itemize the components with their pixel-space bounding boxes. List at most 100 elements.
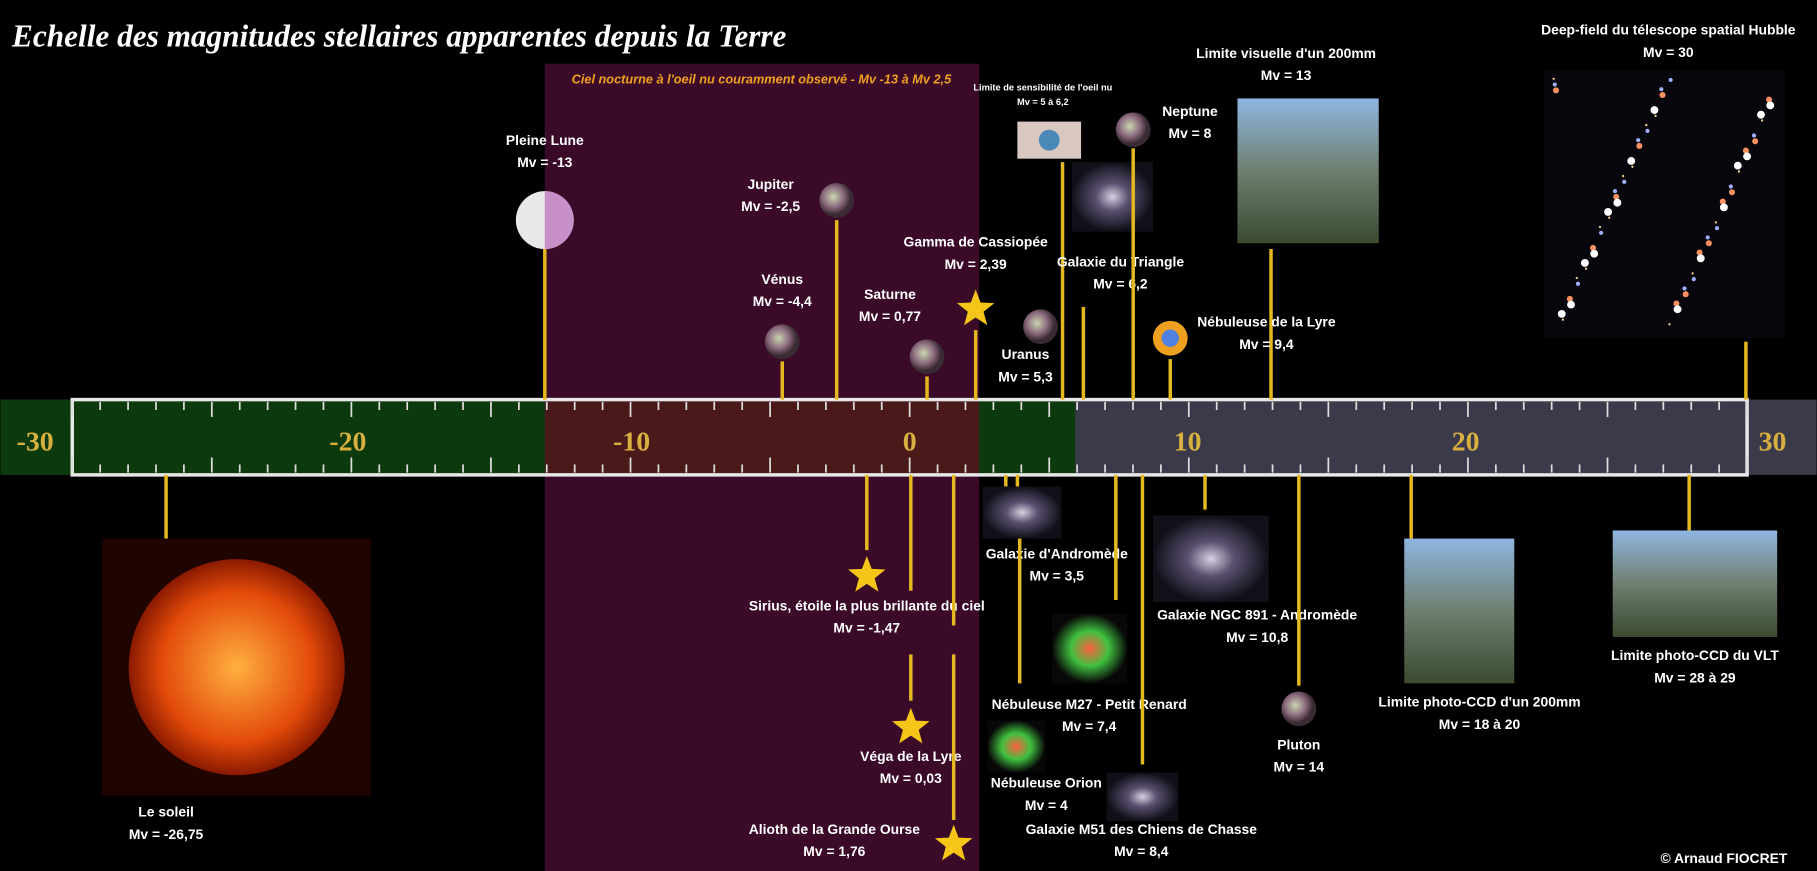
credit: © Arnaud FIOCRET [1660, 850, 1787, 866]
object-magnitude: Mv = 5,3 [998, 368, 1053, 384]
object-magnitude: Mv = -4,4 [753, 293, 812, 309]
deep-field-galaxy [1752, 133, 1756, 137]
deep-field-galaxy [1627, 157, 1635, 165]
planet-icon [819, 183, 854, 218]
deep-field-galaxy [1706, 240, 1712, 246]
deep-field-galaxy [1674, 305, 1682, 313]
object-magnitude: Mv = 8 [1169, 125, 1212, 141]
galaxy-photo [983, 486, 1062, 538]
deep-field-galaxy [1761, 119, 1763, 121]
deep-field-galaxy [1738, 170, 1740, 172]
deep-field-galaxy [1697, 254, 1705, 262]
telescope-photo [1237, 98, 1378, 243]
deep-field-galaxy [1622, 175, 1624, 177]
object-magnitude: Mv = -13 [517, 154, 572, 170]
scale-label: 0 [903, 427, 917, 458]
object-name: Galaxie NGC 891 - Andromède [1157, 607, 1357, 623]
eye-iris [1039, 130, 1060, 151]
galaxy-photo [1153, 515, 1269, 602]
object-magnitude: Mv = 9,4 [1239, 336, 1294, 352]
deep-field-galaxy [1654, 115, 1656, 117]
object-magnitude: Mv = 1,76 [803, 843, 865, 859]
deep-field-galaxy [1599, 231, 1603, 235]
object-name: Alioth de la Grande Ourse [749, 821, 920, 837]
object-magnitude: Mv = 5 à 6,2 [1017, 97, 1069, 107]
deep-field-galaxy [1581, 259, 1589, 267]
object-magnitude: Mv = 28 à 29 [1654, 669, 1736, 685]
planet-icon [1116, 112, 1151, 147]
sun-disc [129, 559, 345, 775]
object-name: Véga de la Lyre [860, 748, 962, 764]
object-name: Galaxie d'Andromède [986, 545, 1128, 561]
deep-field-galaxy [1576, 282, 1580, 286]
deep-field-galaxy [1757, 111, 1765, 119]
deep-field-galaxy [1682, 286, 1686, 290]
deep-field-galaxy [1631, 166, 1633, 168]
deep-field-galaxy [1552, 78, 1554, 80]
object-name: Pluton [1277, 736, 1320, 752]
object-magnitude: Mv = 0,77 [859, 308, 921, 324]
nebula-photo [987, 720, 1045, 772]
deep-field-galaxy [1659, 87, 1663, 91]
deep-field-photo [1544, 69, 1785, 338]
deep-field-galaxy [1585, 268, 1587, 270]
object-magnitude: Mv = 6,2 [1093, 276, 1148, 292]
object-magnitude: Mv = 30 [1643, 44, 1694, 60]
object-name: Le soleil [138, 804, 194, 820]
deep-field-galaxy [1576, 277, 1578, 279]
scale-zone-green2 [979, 400, 1075, 475]
nebula-photo [1052, 614, 1127, 683]
object-name: Limite de sensibilité de l'oeil nu [973, 82, 1112, 92]
deep-field-galaxy [1669, 78, 1673, 82]
scale-label: -10 [613, 427, 650, 458]
deep-field-galaxy [1691, 272, 1693, 274]
deep-field-galaxy [1622, 180, 1626, 184]
object-name: Deep-field du télescope spatial Hubble [1541, 22, 1796, 38]
telescope-photo [1404, 539, 1514, 684]
deep-field-galaxy [1660, 92, 1666, 98]
deep-field-galaxy [1650, 106, 1658, 114]
object-magnitude: Mv = -26,75 [129, 826, 204, 842]
title: Echelle des magnitudes stellaires appare… [11, 18, 787, 53]
object-magnitude: Mv = 10,8 [1226, 629, 1288, 645]
deep-field-galaxy [1715, 226, 1719, 230]
galaxy-photo [1072, 162, 1153, 231]
deep-field-galaxy [1645, 129, 1649, 133]
ring-center [1162, 330, 1179, 347]
scale-label: -20 [329, 427, 366, 458]
infographic: Ciel nocturne à l'oeil nu couramment obs… [0, 0, 1817, 871]
object-name: Galaxie du Triangle [1057, 253, 1185, 269]
scale-label: 30 [1759, 427, 1787, 458]
deep-field-galaxy [1553, 87, 1559, 93]
object-name: Limite photo-CCD du VLT [1611, 647, 1779, 663]
deep-field-galaxy [1720, 203, 1728, 211]
deep-field-galaxy [1604, 208, 1612, 216]
deep-field-galaxy [1599, 226, 1601, 228]
deep-field-galaxy [1729, 189, 1735, 195]
deep-field-galaxy [1562, 319, 1564, 321]
deep-field-galaxy [1567, 301, 1575, 309]
object-magnitude: Mv = 2,39 [945, 256, 1007, 272]
deep-field-galaxy [1766, 101, 1774, 109]
object-magnitude: Mv = 13 [1261, 67, 1312, 83]
deep-field-galaxy [1590, 250, 1598, 258]
object-name: Jupiter [748, 176, 795, 192]
object-name: Uranus [1002, 346, 1050, 362]
object-magnitude: Mv = -1,47 [833, 620, 900, 636]
scale-label: -30 [17, 427, 54, 458]
object-magnitude: Mv = 0,03 [880, 770, 942, 786]
scale-zone-green [0, 400, 544, 475]
object-name: Gamma de Cassiopée [904, 234, 1048, 250]
object-magnitude: Mv = 14 [1274, 759, 1325, 775]
deep-field-galaxy [1683, 291, 1689, 297]
planet-icon [1281, 691, 1316, 726]
planet-icon [1023, 309, 1058, 344]
band-label: Ciel nocturne à l'oeil nu couramment obs… [572, 71, 952, 86]
object-name: Neptune [1162, 103, 1218, 119]
deep-field-galaxy [1613, 199, 1621, 207]
object-name: Nébuleuse M27 - Petit Renard [992, 696, 1187, 712]
deep-field-galaxy [1706, 235, 1710, 239]
object-name: Saturne [864, 286, 916, 302]
object-magnitude: Mv = -2,5 [741, 198, 800, 214]
deep-field-galaxy [1743, 152, 1751, 160]
